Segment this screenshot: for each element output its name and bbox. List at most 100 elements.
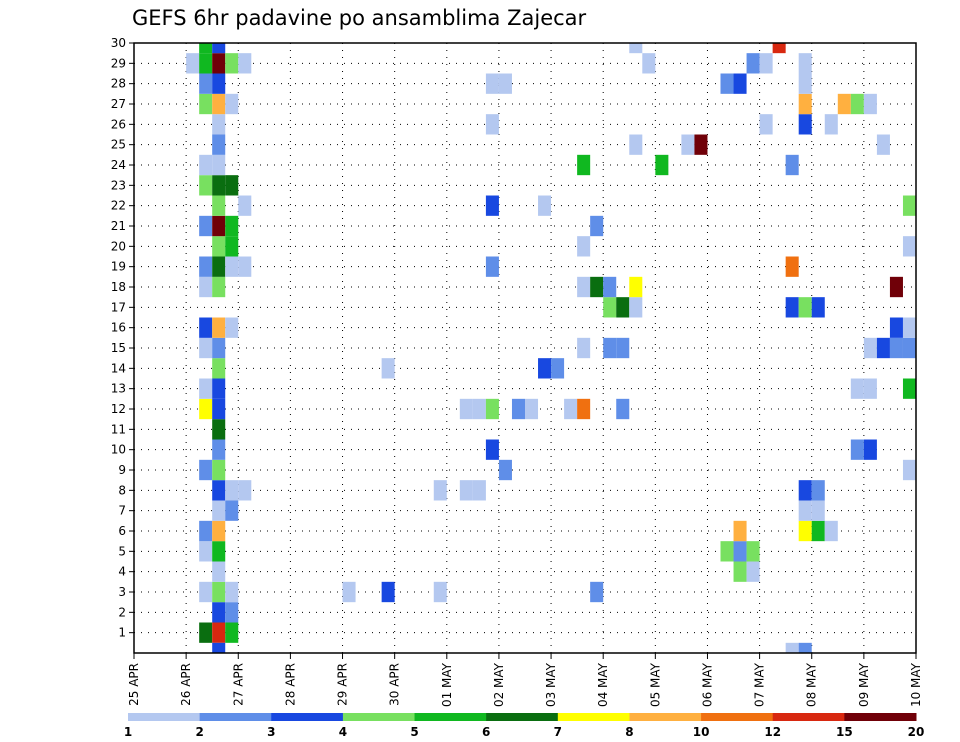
heatmap-cell xyxy=(798,520,812,542)
y-tick-label: 20 xyxy=(111,239,126,253)
heatmap-cell xyxy=(798,93,812,115)
y-tick-label: 30 xyxy=(111,36,126,50)
heatmap-cell xyxy=(811,500,825,521)
heatmap-cell xyxy=(603,297,617,318)
heatmap-cell xyxy=(746,53,760,74)
heatmap-cell xyxy=(798,114,812,135)
heatmap-cell xyxy=(238,195,252,216)
heatmap-cell xyxy=(472,398,486,420)
heatmap-cell xyxy=(863,439,877,460)
heatmap-cell xyxy=(824,114,838,135)
heatmap-cell xyxy=(212,175,226,196)
heatmap-cell xyxy=(212,419,226,440)
heatmap-cell xyxy=(212,581,226,603)
heatmap-cell xyxy=(212,378,226,399)
heatmap-cell xyxy=(564,398,578,420)
heatmap-cell xyxy=(603,276,617,298)
heatmap-cell xyxy=(577,236,591,257)
heatmap-cell xyxy=(876,134,890,155)
heatmap-cell xyxy=(720,541,734,562)
colorbar-label: 1 xyxy=(124,725,132,739)
heatmap-cell xyxy=(381,358,395,379)
heatmap-cell xyxy=(212,317,226,338)
heatmap-cell xyxy=(616,297,630,318)
y-tick-label: 22 xyxy=(111,199,126,213)
heatmap-cell xyxy=(212,602,226,623)
heatmap-cell xyxy=(225,317,239,338)
heatmap-cell xyxy=(342,581,356,603)
heatmap-cell xyxy=(225,53,239,74)
y-tick-label: 9 xyxy=(118,463,126,477)
heatmap-cell xyxy=(694,134,708,155)
y-tick-label: 26 xyxy=(111,117,126,131)
colorbar-swatch xyxy=(629,713,702,721)
heatmap-cell xyxy=(629,297,643,318)
heatmap-cell xyxy=(485,256,499,277)
heatmap-cell xyxy=(212,114,226,135)
heatmap-cell xyxy=(590,276,604,298)
heatmap-cell xyxy=(212,195,226,216)
heatmap-cell xyxy=(837,93,851,115)
heatmap-cell xyxy=(199,541,213,562)
heatmap-cell xyxy=(511,398,525,420)
heatmap-cell xyxy=(538,358,552,379)
colorbar-label: 5 xyxy=(410,725,418,739)
colorbar-label: 2 xyxy=(195,725,203,739)
heatmap-cell xyxy=(889,276,903,298)
x-axis-ticks: 25 APR 26 APR 27 APR 28 APR 29 APR 30 APR 01 M… xyxy=(127,653,923,707)
colorbar-swatch xyxy=(844,713,917,721)
heatmap-cell xyxy=(199,256,213,277)
heatmap-cell xyxy=(551,358,565,379)
heatmap-cell xyxy=(850,439,864,460)
heatmap-cell xyxy=(785,642,799,653)
heatmap-cell xyxy=(225,500,239,521)
heatmap-cell xyxy=(863,93,877,115)
heatmap-cell xyxy=(212,541,226,562)
heatmap-cell xyxy=(811,480,825,501)
heatmap-cell xyxy=(798,297,812,318)
heatmap-cell xyxy=(212,398,226,420)
colorbar-swatch xyxy=(342,713,416,721)
y-tick-label: 1 xyxy=(118,626,126,640)
heatmap-cell xyxy=(459,398,473,420)
heatmap-cell xyxy=(212,43,226,54)
heatmap-cell xyxy=(212,337,226,359)
heatmap-cell xyxy=(733,73,747,94)
heatmap-cell xyxy=(212,439,226,460)
y-tick-label: 13 xyxy=(111,382,126,396)
y-tick-label: 12 xyxy=(111,402,126,416)
heatmap-cell xyxy=(199,520,213,542)
x-tick-label: 30 APR xyxy=(388,663,402,706)
heatmap-cell xyxy=(381,581,395,603)
heatmap-cell xyxy=(199,53,213,74)
x-tick-label: 05 MAY xyxy=(648,662,662,707)
heatmap-cell xyxy=(811,297,825,318)
heatmap-cell xyxy=(902,337,916,359)
heatmap-cell xyxy=(733,561,747,582)
y-tick-label: 16 xyxy=(111,321,126,335)
heatmap-cell xyxy=(850,378,864,399)
y-tick-label: 5 xyxy=(118,544,126,558)
heatmap-cell xyxy=(212,215,226,237)
heatmap-cell xyxy=(824,520,838,542)
heatmap-cell xyxy=(863,378,877,399)
heatmap-cell xyxy=(772,43,786,54)
x-tick-label: 08 MAY xyxy=(805,662,819,707)
colorbar-swatch xyxy=(128,713,201,721)
heatmap-cell xyxy=(642,53,656,74)
x-tick-label: 02 MAY xyxy=(492,662,506,707)
heatmap-cell xyxy=(577,398,591,420)
heatmap-cell xyxy=(485,398,499,420)
colorbar-swatch xyxy=(199,713,272,721)
heatmap-cell xyxy=(225,622,239,643)
heatmap-cell xyxy=(186,53,200,74)
heatmap-cell xyxy=(720,73,734,94)
heatmap-cell xyxy=(577,276,591,298)
x-tick-label: 26 APR xyxy=(179,663,193,706)
y-tick-label: 4 xyxy=(118,565,126,579)
colorbar-swatch xyxy=(557,713,630,721)
x-tick-label: 27 APR xyxy=(231,663,245,706)
heatmap-cell xyxy=(199,459,213,481)
heatmap-cell xyxy=(212,73,226,94)
